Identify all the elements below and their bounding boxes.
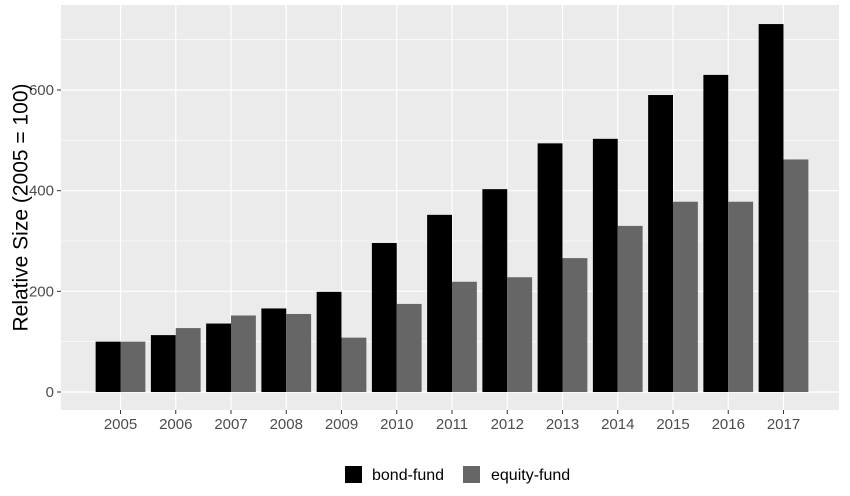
bar-bond-fund-2014 (592, 138, 618, 392)
bar-bond-fund-2016 (703, 74, 729, 393)
bar-bond-fund-2013 (537, 143, 563, 392)
x-tick-label: 2007 (214, 416, 247, 433)
bar-bond-fund-2005 (95, 341, 121, 392)
bar-equity-fund-2009 (341, 337, 367, 392)
bar-equity-fund-2007 (231, 315, 256, 392)
bar-bond-fund-2009 (316, 291, 342, 392)
bar-equity-fund-2006 (175, 328, 201, 392)
legend-swatch-equity-fund (463, 466, 480, 483)
y-tick-label: 600 (29, 82, 54, 99)
x-tick-label: 2013 (546, 416, 579, 433)
y-axis: 0 200 400 600 (29, 82, 61, 401)
x-tick-label: 2010 (380, 416, 413, 433)
y-tick-label: 0 (46, 384, 54, 401)
bar-equity-fund-2012 (507, 277, 533, 392)
x-tick-label: 2008 (270, 416, 303, 433)
legend-swatch-bond-fund (345, 466, 362, 483)
bar-equity-fund-2017 (783, 159, 809, 392)
bar-bond-fund-2010 (371, 243, 397, 392)
x-tick-label: 2012 (491, 416, 524, 433)
x-tick-label: 2009 (325, 416, 358, 433)
bar-equity-fund-2008 (286, 313, 312, 392)
bar-bond-fund-2011 (427, 214, 452, 392)
x-tick-label: 2011 (436, 416, 468, 433)
legend-label-equity-fund: equity-fund (491, 467, 570, 484)
bar-equity-fund-2014 (617, 225, 643, 392)
bar-bond-fund-2006 (150, 335, 176, 392)
y-tick-label: 200 (29, 283, 54, 300)
bar-bond-fund-2015 (648, 95, 673, 393)
y-tick-label: 400 (29, 183, 54, 200)
x-tick-label: 2017 (767, 416, 800, 433)
bar-bond-fund-2017 (758, 24, 784, 393)
bar-equity-fund-2015 (673, 201, 698, 392)
x-tick-label: 2006 (159, 416, 192, 433)
bars (95, 24, 809, 393)
bar-equity-fund-2010 (396, 303, 422, 392)
x-tick-label: 2005 (104, 416, 137, 433)
bar-bond-fund-2007 (206, 323, 231, 392)
x-tick-label: 2014 (601, 416, 634, 433)
y-axis-title: Relative Size (2005 = 100) (10, 83, 33, 331)
bar-equity-fund-2013 (562, 258, 588, 392)
bar-bond-fund-2012 (482, 189, 508, 392)
bar-equity-fund-2005 (120, 341, 146, 392)
x-tick-label: 2016 (712, 416, 745, 433)
bar-equity-fund-2016 (728, 201, 754, 392)
legend: bond-fund equity-fund (345, 466, 570, 484)
legend-label-bond-fund: bond-fund (372, 467, 444, 484)
x-tick-label: 2015 (656, 416, 689, 433)
bar-equity-fund-2011 (452, 281, 477, 392)
bar-bond-fund-2008 (261, 308, 287, 392)
x-axis: 2005 2006 2007 2008 2009 2010 2011 2012 2013 2014… (104, 410, 800, 433)
